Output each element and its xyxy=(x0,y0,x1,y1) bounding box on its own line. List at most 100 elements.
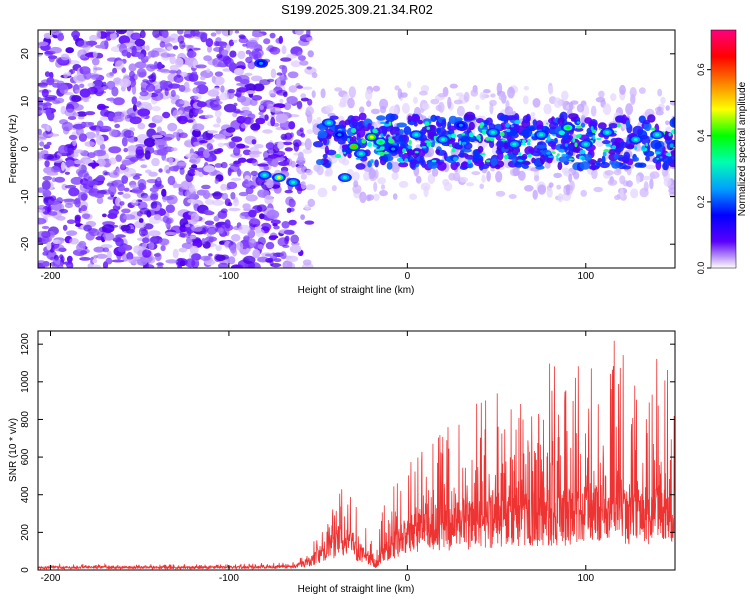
signal-speckle xyxy=(616,122,621,128)
noise-blob xyxy=(306,37,314,42)
noise-blob xyxy=(266,148,277,154)
y-tick-label: 10 xyxy=(20,95,31,107)
noise-blob xyxy=(66,230,78,236)
noise-blob xyxy=(160,52,171,58)
hotspot-core xyxy=(583,142,588,146)
noise-blob xyxy=(140,255,153,263)
noise-blob xyxy=(112,67,118,74)
noise-blob xyxy=(179,40,186,50)
noise-blob xyxy=(233,160,241,165)
signal-speckle xyxy=(414,150,419,154)
hotspot-core xyxy=(337,133,342,137)
noise-blob xyxy=(214,178,219,184)
noise-blob xyxy=(240,97,253,107)
noise-blob xyxy=(185,224,191,228)
noise-blob xyxy=(194,94,202,100)
noise-blob xyxy=(179,260,187,267)
noise-blob xyxy=(221,30,233,37)
signal-blob xyxy=(413,122,418,127)
noise-blob xyxy=(233,147,241,156)
noise-blob xyxy=(238,191,249,197)
noise-blob xyxy=(284,147,293,152)
noise-blob xyxy=(244,179,249,185)
halo-blob xyxy=(548,85,554,95)
noise-blob xyxy=(264,114,269,121)
signal-speckle xyxy=(574,142,578,148)
signal-speckle xyxy=(611,145,617,150)
noise-blob xyxy=(214,110,222,118)
noise-blob xyxy=(42,175,53,181)
halo-blob xyxy=(320,88,326,99)
noise-blob xyxy=(68,60,80,65)
halo-blob xyxy=(366,100,372,107)
noise-blob xyxy=(38,128,42,136)
noise-blob xyxy=(144,150,151,160)
noise-blob xyxy=(175,57,184,68)
signal-speckle xyxy=(613,130,617,133)
noise-blob xyxy=(192,238,203,248)
hotspot-core xyxy=(291,180,296,184)
noise-blob xyxy=(184,258,196,268)
noise-blob xyxy=(141,228,149,236)
noise-blob xyxy=(278,35,283,45)
noise-blob xyxy=(203,149,211,159)
noise-blob xyxy=(64,198,76,205)
noise-blob xyxy=(129,45,143,51)
noise-blob xyxy=(205,38,214,47)
noise-blob xyxy=(46,241,52,251)
signal-speckle xyxy=(572,137,576,143)
signal-blob xyxy=(524,146,535,156)
signal-speckle xyxy=(546,122,549,125)
noise-blob xyxy=(115,237,124,247)
signal-speckle xyxy=(668,132,672,137)
halo-blob xyxy=(665,120,670,126)
noise-blob xyxy=(41,231,51,238)
halo-blob xyxy=(427,173,436,185)
hotspot-core xyxy=(369,135,374,139)
noise-blob xyxy=(289,244,302,254)
signal-blob xyxy=(403,126,412,135)
halo-blob xyxy=(537,184,547,195)
noise-blob xyxy=(193,81,207,86)
signal-blob xyxy=(621,165,632,170)
halo-blob xyxy=(413,96,418,104)
signal-blob xyxy=(541,125,550,132)
noise-blob xyxy=(259,213,265,220)
noise-blob xyxy=(265,253,272,257)
halo-blob xyxy=(604,170,614,176)
halo-blob xyxy=(304,138,312,151)
noise-blob xyxy=(246,90,256,95)
signal-blob xyxy=(563,144,574,151)
signal-speckle xyxy=(581,156,586,161)
signal-blob xyxy=(398,135,404,146)
noise-blob xyxy=(191,164,198,169)
halo-blob xyxy=(665,105,670,111)
noise-blob xyxy=(46,141,52,146)
noise-blob xyxy=(147,50,160,58)
noise-blob xyxy=(270,116,276,127)
noise-blob xyxy=(272,150,286,157)
noise-blob xyxy=(129,184,138,189)
noise-blob xyxy=(151,157,160,167)
signal-speckle xyxy=(489,137,495,142)
noise-blob xyxy=(108,129,118,137)
signal-speckle xyxy=(564,143,568,147)
signal-speckle xyxy=(556,153,560,157)
noise-blob xyxy=(76,242,86,253)
noise-blob xyxy=(201,226,208,235)
noise-blob xyxy=(208,236,214,243)
noise-blob xyxy=(131,199,139,206)
hotspot-core xyxy=(342,176,347,180)
noise-blob xyxy=(194,109,204,114)
colorbar-tick-label: 0.6 xyxy=(696,63,706,76)
noise-blob xyxy=(115,234,126,238)
halo-blob xyxy=(363,171,370,181)
noise-blob xyxy=(225,127,236,133)
noise-blob xyxy=(187,198,196,204)
noise-blob xyxy=(88,176,93,183)
noise-blob xyxy=(253,83,265,92)
signal-speckle xyxy=(568,158,574,161)
noise-blob xyxy=(186,50,197,58)
noise-blob xyxy=(141,243,148,248)
halo-blob xyxy=(348,86,356,99)
